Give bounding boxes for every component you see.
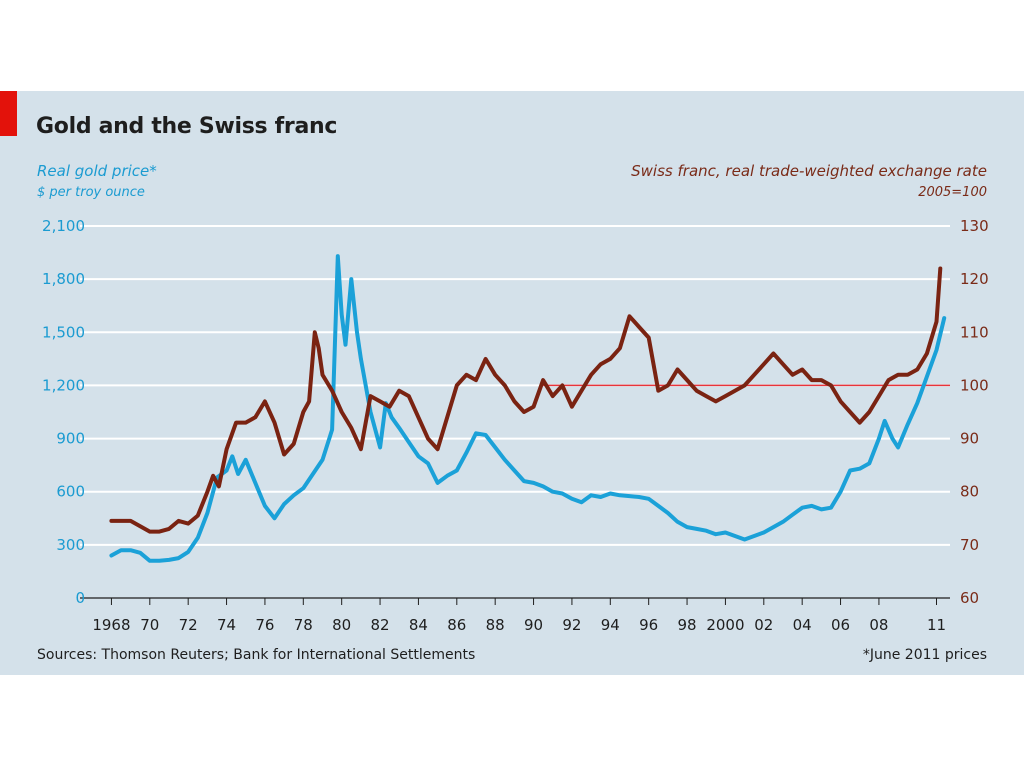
x-tick-label: 92 <box>562 616 581 634</box>
x-tick-label: 72 <box>179 616 198 634</box>
chart-title: Gold and the Swiss franc <box>36 114 338 139</box>
x-tick-label: 06 <box>831 616 850 634</box>
x-tick-label: 11 <box>927 616 946 634</box>
x-tick-label: 88 <box>486 616 505 634</box>
x-tick-label: 2000 <box>706 616 744 634</box>
right-tick-label: 60 <box>960 589 979 607</box>
x-tick-label: 78 <box>294 616 313 634</box>
x-tick-label: 82 <box>371 616 390 634</box>
right-axis-unit: 2005=100 <box>918 185 987 200</box>
chart-panel <box>0 91 1024 675</box>
left-axis-unit: $ per troy ounce <box>37 185 145 200</box>
left-tick-label: 2,100 <box>42 217 85 235</box>
gold-price-line <box>109 254 947 563</box>
left-tick-label: 1,500 <box>42 323 85 341</box>
x-tick-label: 84 <box>409 616 428 634</box>
x-tick-label: 08 <box>869 616 888 634</box>
x-tick-label: 96 <box>639 616 658 634</box>
left-tick-label: 1,800 <box>42 270 85 288</box>
left-axis-label: Real gold price* <box>37 162 157 180</box>
x-tick-label: 70 <box>140 616 159 634</box>
left-tick-label: 1,200 <box>42 376 85 394</box>
footnote: *June 2011 prices <box>862 647 987 663</box>
x-tick-label: 90 <box>524 616 543 634</box>
left-tick-label: 300 <box>56 536 85 554</box>
x-tick-label: 74 <box>217 616 236 634</box>
right-axis-label: Swiss franc, real trade-weighted exchang… <box>631 162 987 180</box>
right-tick-label: 110 <box>960 323 989 341</box>
x-tick-label: 76 <box>255 616 274 634</box>
x-tick-label: 94 <box>601 616 620 634</box>
swiss-franc-line <box>109 266 943 534</box>
sources-note: Sources: Thomson Reuters; Bank for Inter… <box>37 647 476 663</box>
x-tick-label: 04 <box>793 616 812 634</box>
right-tick-label: 100 <box>960 376 989 394</box>
x-tick-label: 1968 <box>92 616 130 634</box>
left-tick-label: 900 <box>56 430 85 448</box>
x-tick-label: 02 <box>754 616 773 634</box>
x-tick-label: 98 <box>678 616 697 634</box>
right-tick-label: 90 <box>960 430 979 448</box>
left-tick-label: 600 <box>56 483 85 501</box>
x-tick-label: 86 <box>447 616 466 634</box>
right-tick-label: 80 <box>960 483 979 501</box>
right-tick-label: 130 <box>960 217 989 235</box>
brand-tab <box>0 91 17 136</box>
x-tick-label: 80 <box>332 616 351 634</box>
right-tick-label: 70 <box>960 536 979 554</box>
right-tick-label: 120 <box>960 270 989 288</box>
left-tick-label: 0 <box>75 589 85 607</box>
